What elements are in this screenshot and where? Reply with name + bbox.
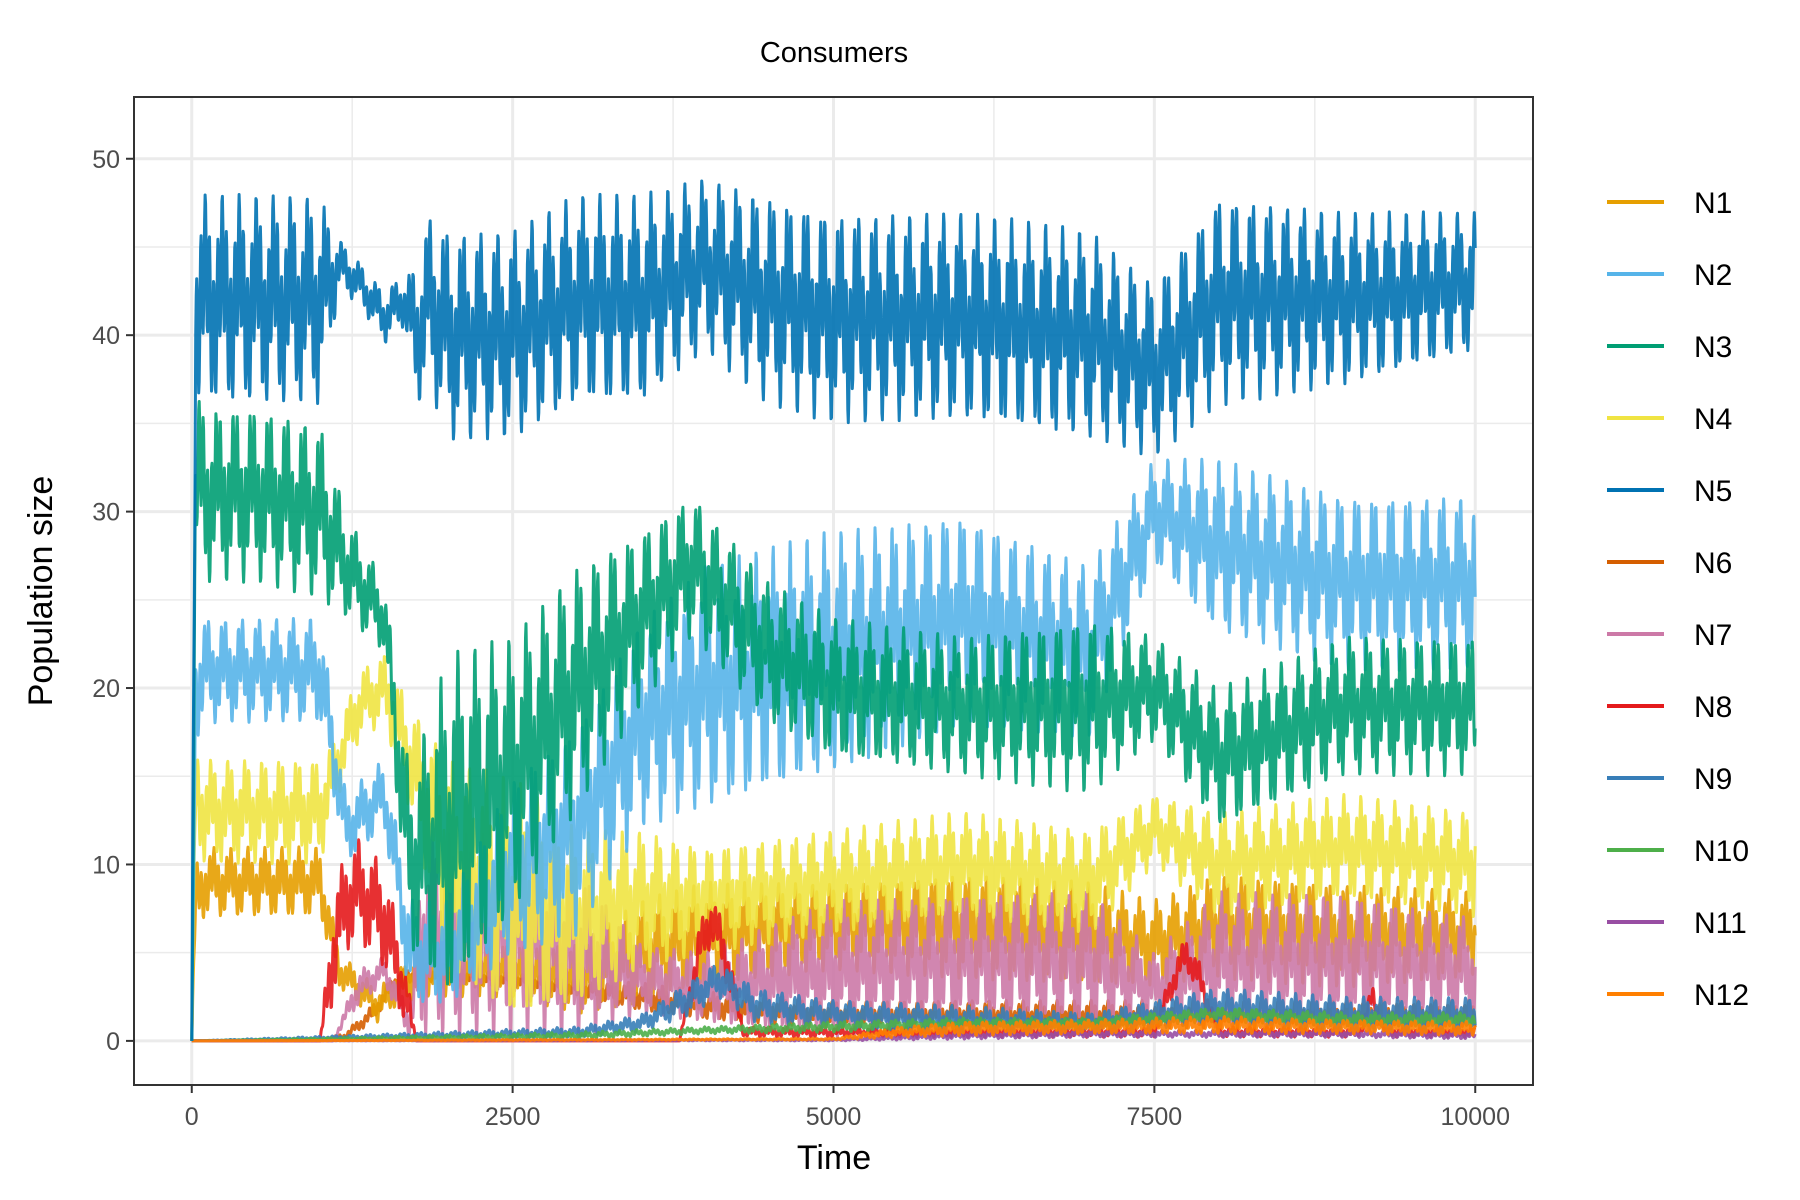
legend-label-n6: N6 [1694,547,1732,580]
legend-label-n2: N2 [1694,259,1732,292]
y-axis: 0 10 20 30 40 50 [92,146,134,1056]
x-tick-label: 0 [185,1103,199,1131]
series-line-n4 [190,655,1477,1041]
legend: N1 N2 N3 N4 N5 N6 N7 N8 N9 N10 N11 N12 [1607,187,1749,1012]
x-tick-label: 7500 [1127,1103,1183,1131]
series-line-n9 [190,964,1477,1043]
series-line-n5 [190,179,1477,1041]
series-lines [190,179,1477,1043]
legend-label-n5: N5 [1694,475,1732,508]
y-tick-label: 0 [106,1028,120,1056]
legend-label-n10: N10 [1694,835,1749,868]
legend-label-n8: N8 [1694,691,1732,724]
x-axis-title: Time [797,1139,871,1177]
y-axis-title: Population size [22,476,60,707]
y-tick-label: 20 [92,675,120,703]
series-line-n3 [190,400,1477,1041]
legend-label-n7: N7 [1694,619,1732,652]
y-tick-label: 30 [92,499,120,527]
x-tick-label: 10000 [1440,1103,1510,1131]
x-tick-label: 5000 [806,1103,862,1131]
legend-label-n9: N9 [1694,763,1732,796]
legend-label-n1: N1 [1694,187,1732,220]
y-tick-label: 50 [92,146,120,174]
legend-label-n11: N11 [1694,907,1747,940]
x-tick-label: 2500 [485,1103,541,1131]
chart-title: Consumers [760,37,908,69]
x-axis: 0 2500 5000 7500 10000 [185,1085,1510,1131]
y-tick-label: 40 [92,322,120,350]
legend-label-n12: N12 [1694,979,1749,1012]
series-line-n12 [190,1015,1477,1043]
legend-label-n3: N3 [1694,331,1732,364]
y-tick-label: 10 [92,851,120,879]
legend-label-n4: N4 [1694,403,1732,436]
